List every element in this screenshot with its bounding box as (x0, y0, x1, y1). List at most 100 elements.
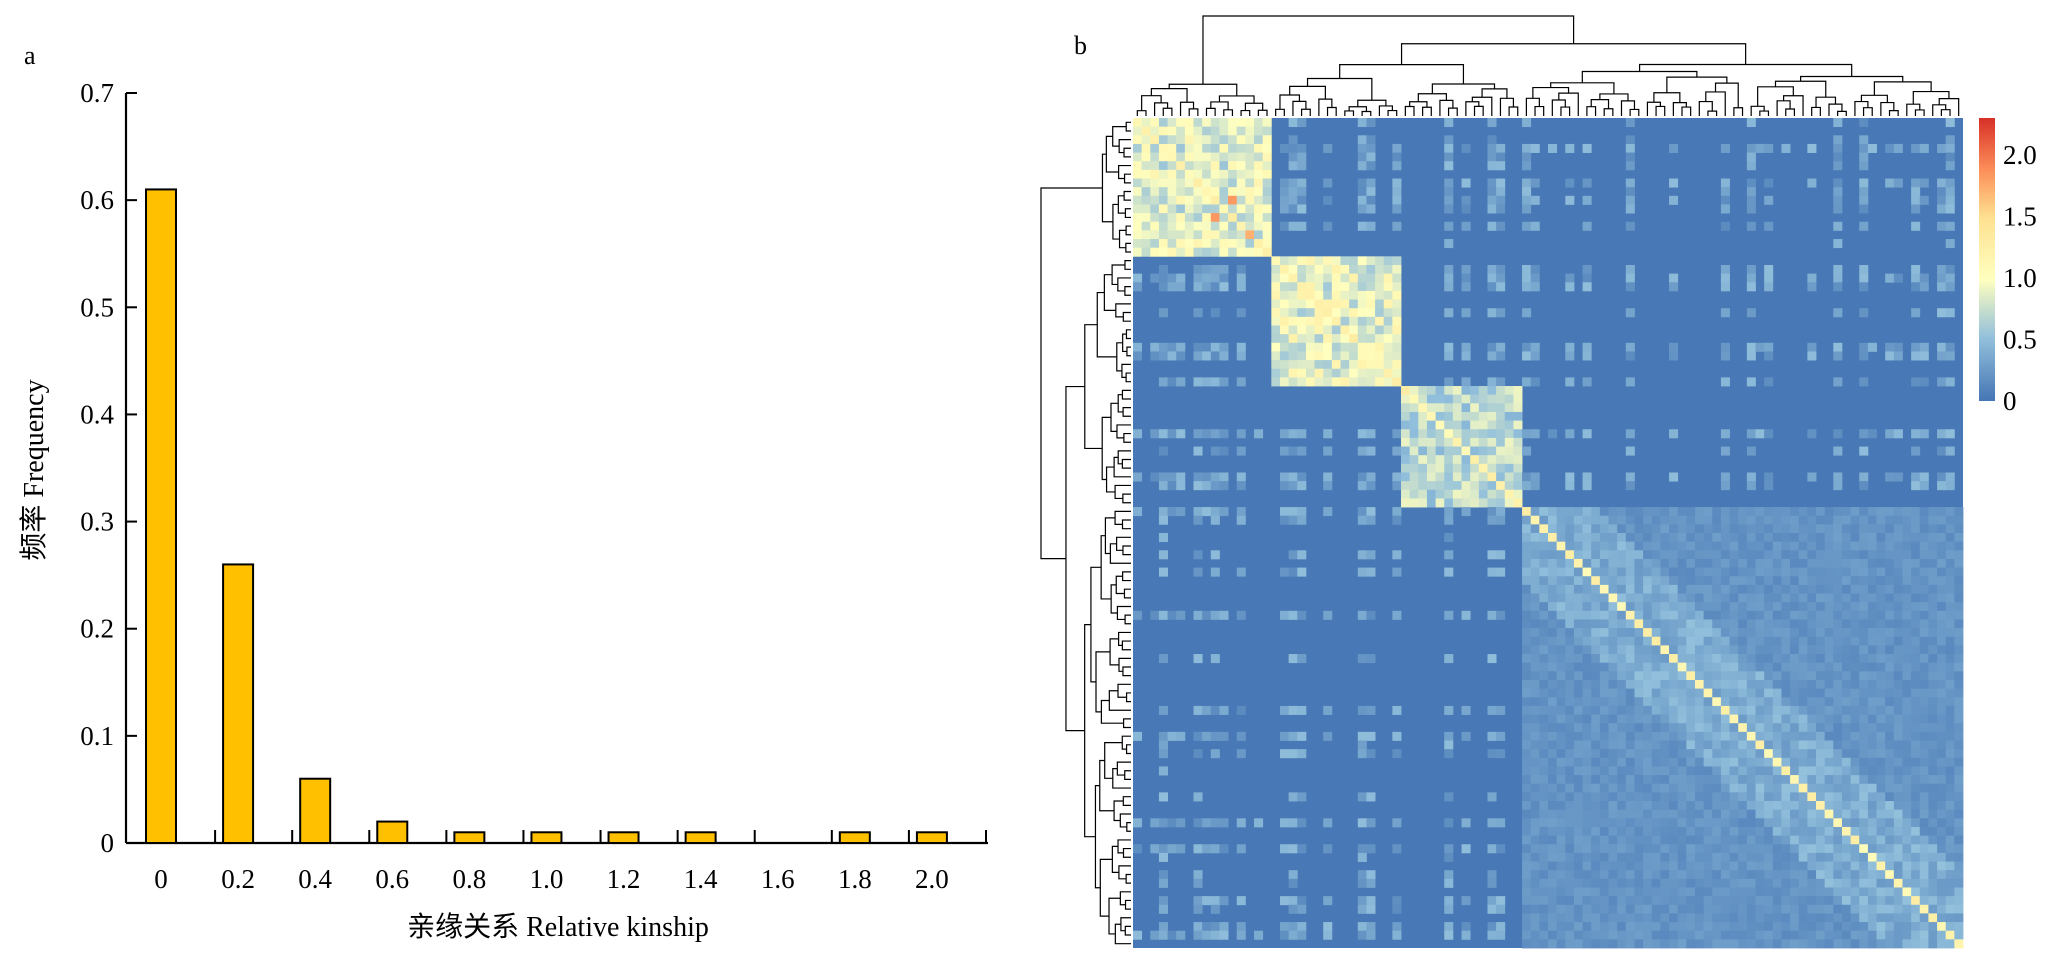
heatmap-cell (1288, 256, 1298, 266)
heatmap-cell (1893, 835, 1903, 845)
heatmap-cell (1210, 749, 1220, 759)
heatmap-cell (1392, 152, 1402, 162)
heatmap-cell (1720, 723, 1730, 733)
heatmap-cell (1885, 429, 1895, 439)
heatmap-cell (1530, 524, 1540, 534)
heatmap-cell (1271, 256, 1281, 266)
heatmap-cell (1937, 749, 1947, 759)
heatmap-cell (1133, 187, 1143, 197)
heatmap-cell (1193, 152, 1203, 162)
heatmap-cell (1764, 801, 1774, 811)
heatmap-cell (1686, 602, 1696, 612)
heatmap-cell (1669, 731, 1679, 741)
heatmap-cell (1798, 558, 1808, 568)
heatmap-cell (1824, 705, 1834, 715)
heatmap-cell (1798, 939, 1808, 949)
heatmap-cell (1643, 636, 1653, 646)
heatmap-cell (1686, 861, 1696, 871)
heatmap-cell (1798, 628, 1808, 638)
heatmap-cell (1133, 239, 1143, 249)
heatmap-cell (1323, 316, 1333, 326)
heatmap-cell (1686, 567, 1696, 577)
heatmap-cell (1513, 446, 1523, 456)
heatmap-cell (1288, 290, 1298, 300)
heatmap-cell (1755, 558, 1765, 568)
heatmap-cell (1729, 723, 1739, 733)
heatmap-cell (1210, 904, 1220, 914)
heatmap-cell (1202, 195, 1212, 205)
heatmap-cell (1824, 671, 1834, 681)
heatmap-cell (1919, 143, 1929, 153)
heatmap-cell (1893, 697, 1903, 707)
heatmap-cell (1366, 818, 1376, 828)
heatmap-cell (1617, 714, 1627, 724)
heatmap-cell (1859, 654, 1869, 664)
heatmap-cell (1504, 437, 1514, 447)
heatmap-cell (1625, 264, 1635, 275)
heatmap-cell (1625, 610, 1635, 620)
heatmap-cell (1141, 204, 1151, 214)
heatmap-cell (1548, 818, 1558, 828)
heatmap-cell (1539, 524, 1549, 534)
heatmap-cell (1867, 878, 1877, 888)
heatmap-cell (1426, 437, 1437, 447)
heatmap-cell (1582, 351, 1592, 361)
heatmap-cell (1937, 714, 1947, 724)
heatmap-cell (1193, 930, 1203, 940)
heatmap-cell (1539, 602, 1549, 612)
heatmap-cell (1798, 524, 1808, 534)
heatmap-cell (1608, 852, 1618, 862)
heatmap-cell (1591, 930, 1601, 940)
heatmap-cell (1876, 731, 1886, 741)
heatmap-cell (1158, 610, 1168, 620)
heatmap-cell (1885, 645, 1895, 655)
heatmap-cell (1937, 524, 1947, 534)
heatmap-cell (1573, 887, 1583, 897)
heatmap-cell (1452, 411, 1462, 422)
heatmap-cell (1643, 731, 1653, 741)
heatmap-cell (1401, 472, 1411, 482)
heatmap-cell (1937, 507, 1947, 517)
heatmap-cell (1599, 749, 1609, 759)
heatmap-cell (1919, 342, 1929, 352)
heatmap-cell (1323, 705, 1333, 715)
heatmap-cell (1790, 913, 1800, 923)
heatmap-cell (1876, 852, 1886, 862)
heatmap-cell (1928, 783, 1938, 793)
heatmap-cell (1184, 152, 1194, 162)
heatmap-cell (1236, 213, 1246, 223)
heatmap-cell (1893, 740, 1903, 750)
heatmap-cell (1392, 342, 1402, 352)
heatmap-cell (1720, 195, 1730, 205)
heatmap-cell (1660, 533, 1670, 543)
heatmap-cell (1911, 558, 1921, 568)
heatmap-cell (1937, 472, 1947, 482)
heatmap-cell (1945, 195, 1955, 205)
heatmap-cell (1530, 282, 1540, 292)
heatmap-cell (1876, 878, 1886, 888)
dendrogram-branch (1110, 402, 1119, 433)
heatmap-cell (1565, 775, 1575, 785)
heatmap-cell (1357, 178, 1367, 188)
heatmap-cell (1643, 801, 1653, 811)
heatmap-cell (1349, 334, 1359, 344)
heatmap-cell (1184, 239, 1194, 249)
heatmap-cell (1807, 602, 1817, 612)
heatmap-cell (1599, 870, 1609, 880)
heatmap-cell (1444, 195, 1454, 205)
heatmap-cell (1937, 187, 1947, 197)
heatmap-cell (1401, 420, 1411, 430)
heatmap-cell (1712, 610, 1722, 620)
heatmap-cell (1487, 472, 1497, 482)
heatmap-cell (1133, 213, 1143, 223)
heatmap-cell (1833, 135, 1843, 145)
heatmap-cell (1755, 342, 1765, 352)
heatmap-cell (1945, 221, 1955, 231)
heatmap-cell (1867, 533, 1877, 543)
heatmap-cell (1937, 844, 1947, 854)
heatmap-cell (1582, 930, 1592, 940)
heatmap-cell (1859, 757, 1869, 767)
heatmap-cell (1712, 939, 1722, 949)
heatmap-cell (1850, 610, 1860, 620)
heatmap-cell (1669, 524, 1679, 534)
